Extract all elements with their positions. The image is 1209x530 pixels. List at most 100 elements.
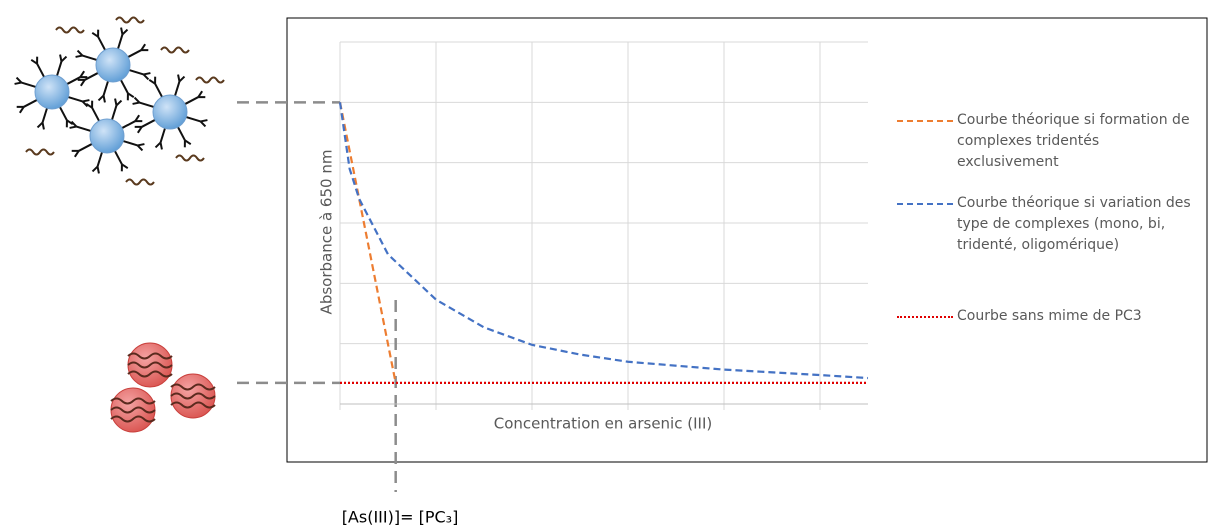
nanoparticle [89, 118, 125, 154]
ligand [115, 16, 145, 24]
antibody [154, 83, 163, 98]
ligand [195, 76, 225, 84]
antibody [117, 34, 124, 50]
antibody [76, 125, 92, 132]
antibody [120, 27, 124, 35]
antibody [79, 70, 86, 78]
antibody [41, 122, 45, 130]
antibody [184, 139, 192, 146]
ligand [110, 406, 156, 414]
antibody [177, 126, 186, 141]
antibody [127, 92, 135, 99]
ligand [110, 397, 156, 405]
antibody [66, 76, 81, 85]
ligand [55, 26, 85, 34]
antibody [177, 74, 181, 82]
antibody [69, 125, 77, 129]
legend-entry: Courbe sans mime de PC3 [897, 306, 1197, 327]
antibody [143, 72, 151, 76]
antibody [21, 81, 37, 88]
ligand [127, 352, 173, 360]
antibody [136, 126, 143, 134]
antibody [79, 79, 86, 87]
antibody [59, 106, 68, 121]
antibody [159, 127, 166, 143]
ligand [125, 178, 155, 186]
annotation: [As(III)]= [PC₃] [342, 508, 459, 527]
antibody [121, 163, 129, 170]
antibody [140, 43, 147, 51]
antibody [139, 101, 155, 108]
antibody [30, 58, 38, 65]
legend-text: Courbe théorique si variation des type d… [957, 195, 1191, 253]
legend-text: Courbe théorique si formation de complex… [957, 112, 1190, 170]
particle-illustrations [14, 16, 225, 433]
antibody [66, 119, 74, 126]
ligand [110, 415, 156, 423]
antibody [78, 143, 93, 152]
ligand [127, 361, 173, 369]
antibody [184, 96, 199, 105]
legend-swatch [897, 316, 953, 318]
antibody [14, 81, 22, 85]
ligand [160, 46, 190, 54]
nanoparticle [152, 94, 188, 130]
antibody [141, 119, 156, 128]
antibody [67, 96, 83, 103]
antibody [96, 151, 103, 167]
antibody [132, 101, 140, 105]
series-line [338, 102, 397, 384]
antibody [185, 116, 201, 123]
antibody [75, 54, 83, 58]
ligand [170, 392, 216, 400]
antibody [18, 106, 25, 114]
antibody [148, 78, 156, 85]
antibody [120, 79, 129, 94]
ligand [170, 401, 216, 409]
antibody [121, 120, 136, 129]
legend-entry: Courbe théorique si variation des type d… [897, 193, 1197, 256]
antibody [59, 54, 63, 62]
antibody [91, 31, 99, 38]
y-axis-label: Absorbance à 650 nm [318, 150, 336, 315]
legend-swatch [897, 120, 953, 122]
ligand [25, 148, 55, 156]
antibody [114, 150, 123, 165]
antibody [159, 142, 163, 150]
antibody [56, 61, 63, 77]
legend-swatch [897, 203, 953, 205]
antibody [82, 99, 90, 103]
antibody [84, 72, 99, 81]
plot-area [237, 41, 869, 492]
antibody [134, 114, 141, 122]
antibody [174, 81, 181, 97]
antibody [41, 107, 48, 123]
legend-entry: Courbe théorique si formation de complex… [897, 110, 1197, 173]
antibody [200, 119, 208, 123]
antibody [114, 98, 118, 106]
antibody [102, 95, 106, 103]
nanoparticle [34, 74, 70, 110]
chart-frame [286, 17, 1208, 463]
x-axis-label: Concentration en arsenic (III) [494, 415, 712, 433]
antibody [91, 107, 100, 122]
antibody [36, 63, 45, 78]
antibody [127, 49, 142, 58]
antibody [197, 90, 204, 98]
antibody [85, 102, 93, 109]
antibody [128, 69, 144, 76]
antibody [122, 140, 138, 147]
antibody [73, 150, 80, 158]
ligand [175, 154, 205, 162]
series-line [338, 102, 869, 380]
ligand [127, 370, 173, 378]
antibody [111, 105, 118, 121]
antibody [82, 54, 98, 61]
nanoparticle [95, 47, 131, 83]
antibody [102, 80, 109, 96]
antibody [23, 99, 38, 108]
ligand [170, 383, 216, 391]
legend-text: Courbe sans mime de PC3 [957, 308, 1142, 324]
antibody [97, 36, 106, 51]
